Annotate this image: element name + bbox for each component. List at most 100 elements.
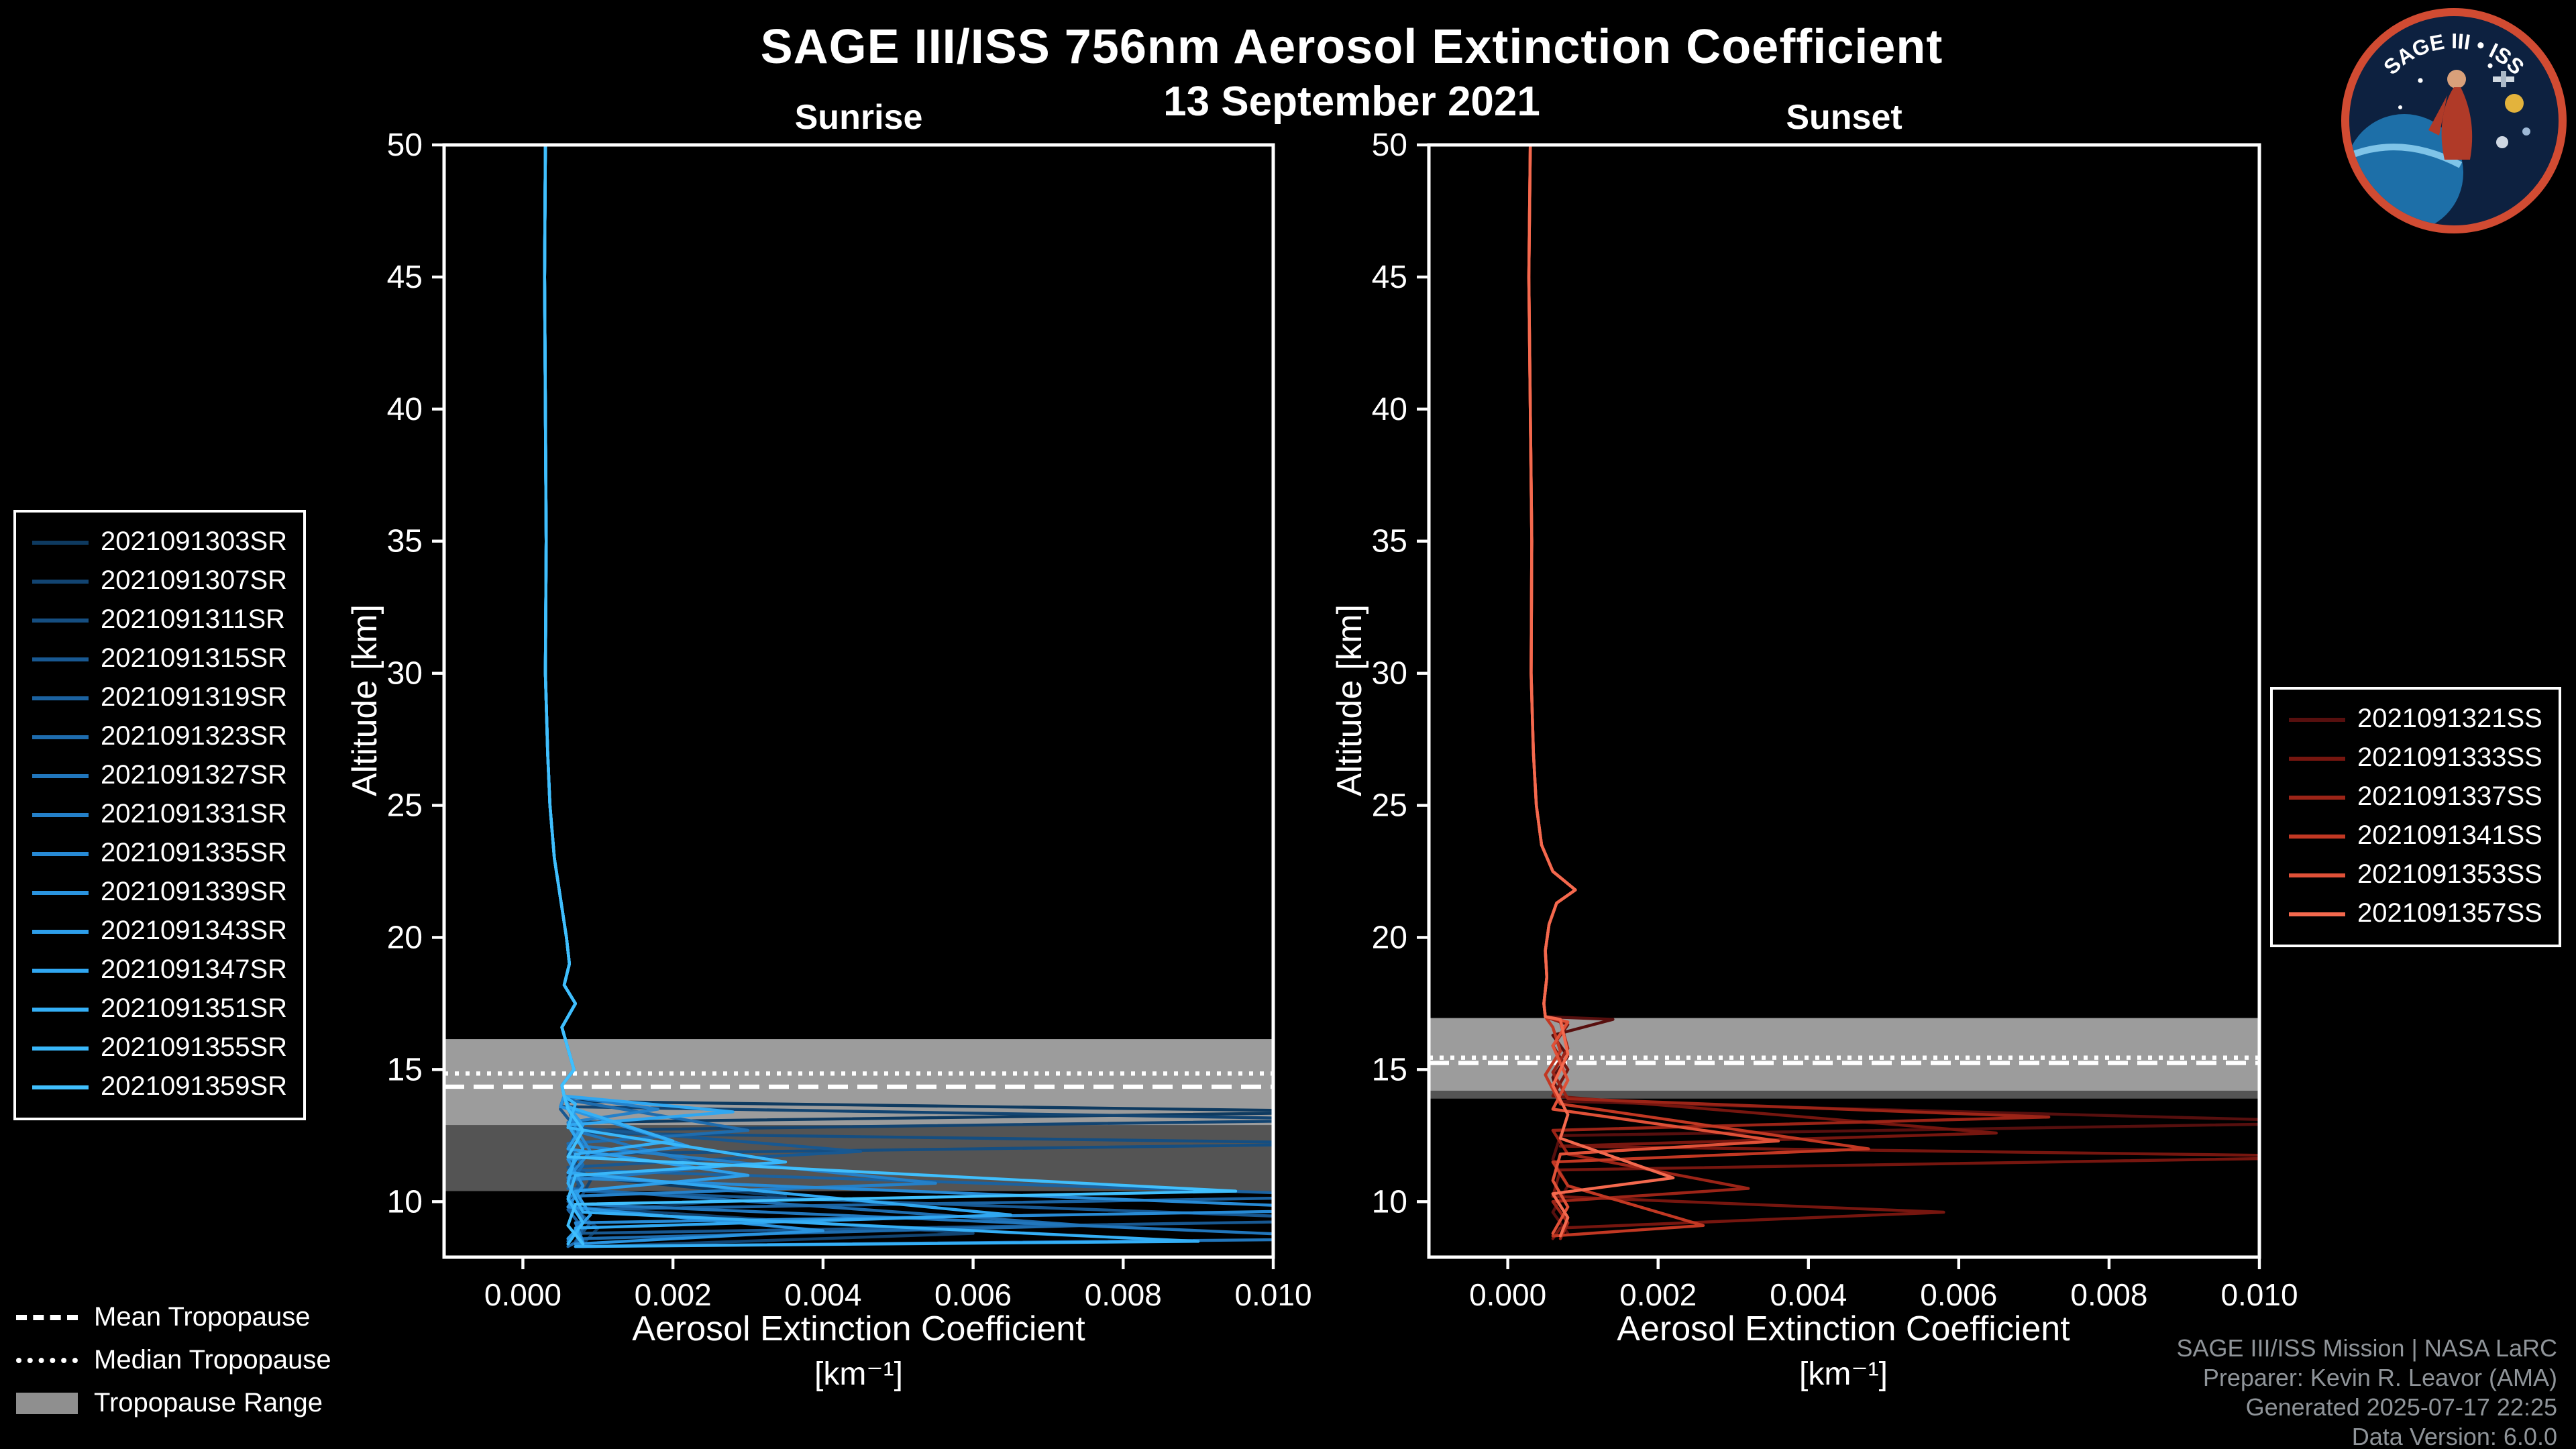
x-tick-label: 0.000 bbox=[484, 1277, 561, 1312]
tropopause-range-label: Tropopause Range bbox=[94, 1388, 323, 1417]
credit-preparer: Preparer: Kevin R. Leavor (AMA) bbox=[2202, 1364, 2557, 1391]
dotted-line-icon bbox=[16, 1358, 78, 1363]
chart-date: 13 September 2021 bbox=[1163, 78, 1540, 125]
legend-item: 2021091307SR bbox=[32, 562, 287, 601]
legend-event-label: 2021091337SS bbox=[2357, 782, 2542, 812]
profile-2021091359SR bbox=[543, 145, 1238, 1246]
legend-line-swatch bbox=[2289, 835, 2345, 839]
x-tick-label: 0.010 bbox=[2220, 1277, 2298, 1312]
legend-event-label: 2021091357SS bbox=[2357, 899, 2542, 928]
page-title: SAGE III/ISS 756nm Aerosol Extinction Co… bbox=[760, 19, 1943, 74]
legend-item: 2021091351SR bbox=[32, 990, 287, 1029]
axes-frame bbox=[442, 143, 1275, 1259]
legend-event-label: 2021091351SR bbox=[101, 994, 288, 1024]
plot-panel-sunset: 0.000 0.002 0.004 0.006 0.008 0.010 10 15 20 25 30… bbox=[1372, 127, 2298, 1312]
legend-line-swatch bbox=[32, 813, 89, 817]
y-tick-label: 20 bbox=[1372, 920, 1407, 955]
legend-item: 2021091337SS bbox=[2289, 778, 2542, 817]
legend-item: 2021091327SR bbox=[32, 757, 287, 796]
y-tick-label: 35 bbox=[1372, 524, 1407, 559]
y-tick-label: 10 bbox=[1372, 1184, 1407, 1220]
legend-item-median-tropopause: Median Tropopause bbox=[16, 1339, 331, 1382]
x-axis-units-sunset: [km⁻¹] bbox=[1799, 1356, 1888, 1393]
y-tick-label: 10 bbox=[387, 1184, 423, 1220]
legend-item: 2021091333SS bbox=[2289, 739, 2542, 778]
legend-event-label: 2021091339SR bbox=[101, 877, 288, 907]
legend-line-swatch bbox=[32, 619, 89, 623]
legend-item: 2021091359SR bbox=[32, 1068, 287, 1107]
y-tick-label: 50 bbox=[1372, 127, 1407, 163]
legend-line-swatch bbox=[32, 969, 89, 973]
y-tick-label: 50 bbox=[387, 127, 423, 163]
legend-item: 2021091357SS bbox=[2289, 895, 2542, 934]
x-tick-label: 0.000 bbox=[1469, 1277, 1546, 1312]
legend-item: 2021091341SS bbox=[2289, 817, 2542, 856]
y-tick-label: 15 bbox=[387, 1052, 423, 1087]
legend-event-label: 2021091331SR bbox=[101, 800, 288, 829]
legend-line-swatch bbox=[2289, 873, 2345, 877]
legend-sunrise-events: 2021091303SR 2021091307SR 2021091311SR 2021… bbox=[13, 510, 307, 1120]
legend-item: 2021091339SR bbox=[32, 873, 287, 912]
legend-event-label: 2021091319SR bbox=[101, 683, 288, 712]
legend-item: 2021091353SS bbox=[2289, 856, 2542, 895]
legend-item: 2021091303SR bbox=[32, 523, 287, 562]
x-tick-label: 0.008 bbox=[2070, 1277, 2147, 1312]
x-axis-label-sunset: Aerosol Extinction Coefficient bbox=[1617, 1308, 2070, 1348]
mission-logo: SAGE III • ISS bbox=[2341, 8, 2567, 233]
legend-line-swatch bbox=[32, 852, 89, 856]
legend-line-swatch bbox=[32, 1085, 89, 1089]
legend-event-label: 2021091359SR bbox=[101, 1072, 288, 1102]
legend-line-swatch bbox=[32, 696, 89, 700]
profile-2021091357SS bbox=[1527, 145, 1675, 1238]
y-tick-label: 30 bbox=[1372, 656, 1407, 692]
legend-item: 2021091347SR bbox=[32, 951, 287, 990]
legend-event-label: 2021091335SR bbox=[101, 839, 288, 868]
y-tick-label: 35 bbox=[387, 524, 423, 559]
legend-event-label: 2021091347SR bbox=[101, 955, 288, 985]
credits-block: SAGE III/ISS Mission | NASA LaRC Prepare… bbox=[2176, 1334, 2557, 1449]
legend-line-swatch bbox=[32, 774, 89, 778]
gray-band-icon bbox=[16, 1393, 78, 1414]
credit-mission: SAGE III/ISS Mission | NASA LaRC bbox=[2176, 1335, 2557, 1362]
y-tick-label: 25 bbox=[387, 788, 423, 824]
y-tick-label: 20 bbox=[387, 920, 423, 955]
legend-item-tropopause-range: Tropopause Range bbox=[16, 1382, 331, 1425]
x-tick-label: 0.010 bbox=[1234, 1277, 1311, 1312]
axes-frame bbox=[1427, 143, 2261, 1259]
x-axis-label-sunrise: Aerosol Extinction Coefficient bbox=[632, 1308, 1085, 1348]
legend-event-label: 2021091311SR bbox=[101, 605, 286, 635]
y-tick-label: 40 bbox=[1372, 392, 1407, 427]
y-axis-label-sunset: Altitude [km] bbox=[1329, 604, 1369, 797]
x-tick-label: 0.004 bbox=[784, 1277, 861, 1312]
y-axis-label-sunrise: Altitude [km] bbox=[344, 604, 384, 797]
plot-panel-sunrise: 0.000 0.002 0.004 0.006 0.008 0.010 10 15 20 25 30… bbox=[387, 127, 1312, 1312]
legend-event-label: 2021091323SR bbox=[101, 722, 288, 751]
panel-title-sunset: Sunset bbox=[1786, 97, 1902, 137]
legend-item: 2021091355SR bbox=[32, 1029, 287, 1068]
mean-tropopause-label: Mean Tropopause bbox=[94, 1302, 311, 1332]
legend-event-label: 2021091321SS bbox=[2357, 704, 2542, 734]
y-tick-label: 45 bbox=[387, 260, 423, 295]
logo-figure-head bbox=[2447, 70, 2466, 89]
legend-line-swatch bbox=[32, 1008, 89, 1012]
legend-item: 2021091335SR bbox=[32, 835, 287, 873]
legend-line-swatch bbox=[32, 580, 89, 584]
credit-data-version: Data Version: 6.0.0 bbox=[2351, 1424, 2557, 1449]
panel-title-sunrise: Sunrise bbox=[794, 97, 923, 137]
legend-item: 2021091331SR bbox=[32, 796, 287, 835]
legend-event-label: 2021091315SR bbox=[101, 644, 288, 674]
logo-figure-robe bbox=[2441, 87, 2473, 160]
x-tick-label: 0.004 bbox=[1770, 1277, 1847, 1312]
y-tick-label: 15 bbox=[1372, 1052, 1407, 1087]
legend-line-swatch bbox=[32, 930, 89, 934]
x-axis-units-sunrise: [km⁻¹] bbox=[814, 1356, 903, 1393]
y-tick-label: 25 bbox=[1372, 788, 1407, 824]
legend-sunset-events: 2021091321SS 2021091333SS 2021091337SS 2021… bbox=[2270, 687, 2561, 947]
legend-line-swatch bbox=[32, 891, 89, 895]
dashed-line-icon bbox=[16, 1315, 78, 1320]
legend-item-mean-tropopause: Mean Tropopause bbox=[16, 1296, 331, 1339]
legend-event-label: 2021091341SS bbox=[2357, 821, 2542, 851]
legend-line-swatch bbox=[2289, 796, 2345, 800]
